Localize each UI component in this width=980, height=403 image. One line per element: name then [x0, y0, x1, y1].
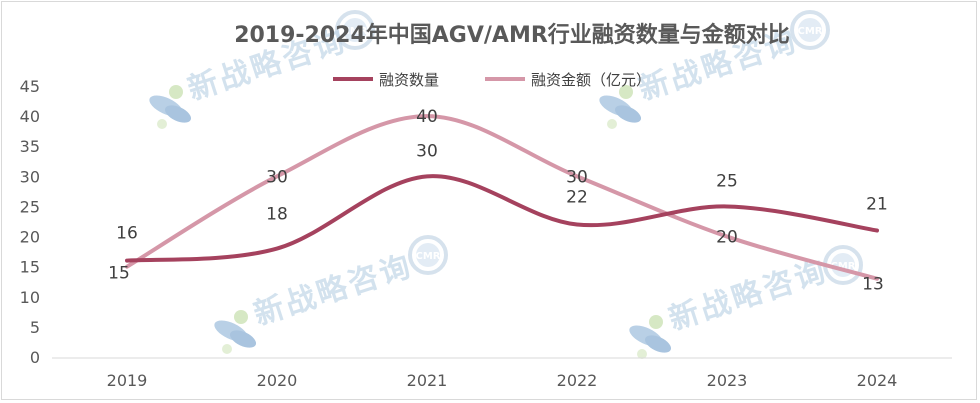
data-label-series-1: 18	[266, 205, 288, 225]
y-tick-label: 30	[20, 167, 40, 186]
y-tick-label: 45	[20, 77, 40, 96]
watermark-logo-icon	[149, 85, 192, 129]
legend: 融资数量 融资金额（亿元）	[333, 71, 651, 89]
data-label-series-1: 21	[866, 195, 888, 215]
y-tick-label: 25	[20, 197, 40, 216]
cmr-badge-text: CMR	[831, 261, 856, 272]
series-line-1	[125, 174, 879, 263]
data-label-series-1: 16	[116, 224, 138, 244]
x-tick-label: 2020	[257, 371, 298, 390]
watermark-4: 新战略咨询	[629, 253, 833, 359]
x-tick-label: 2019	[107, 371, 148, 390]
y-tick-label: 20	[20, 228, 40, 247]
watermark-logo-icon	[599, 85, 642, 129]
y-tick-label: 0	[30, 348, 40, 367]
cmr-badge-icon: CMR	[790, 10, 830, 50]
cmr-badge-text: CMR	[343, 26, 368, 37]
watermark-logo-icon	[629, 315, 672, 359]
data-label-series-1: 25	[716, 171, 738, 191]
x-tick-label: 2024	[857, 371, 898, 390]
y-tick-label: 10	[20, 288, 40, 307]
y-tick-label: 15	[20, 258, 40, 277]
watermark-text: 新战略咨询	[665, 253, 833, 337]
data-label-series-2: 30	[566, 167, 588, 187]
series-line-2	[125, 114, 879, 281]
legend-label: 融资金额（亿元）	[531, 71, 651, 89]
cmr-badge-text: CMR	[416, 251, 441, 262]
watermark-logo-icon	[214, 310, 257, 354]
y-tick-label: 35	[20, 137, 40, 156]
data-label-series-2: 30	[266, 167, 288, 187]
cmr-badge-icon: CMR	[335, 10, 375, 50]
data-label-series-2: 20	[716, 228, 738, 248]
x-tick-label: 2022	[557, 371, 598, 390]
data-label-series-2: 13	[862, 275, 884, 295]
x-tick-label: 2021	[407, 371, 448, 390]
cmr-badge-text: CMR	[798, 26, 823, 37]
watermark-text: 新战略咨询	[250, 248, 418, 332]
legend-label: 融资数量	[379, 71, 439, 89]
legend-item-2: 融资金额（亿元）	[485, 71, 651, 89]
y-axis: 0 5 10 15 20 25 30 35 40 45	[20, 77, 40, 367]
y-tick-label: 40	[20, 107, 40, 126]
series-layer	[125, 114, 879, 281]
data-label-series-1: 30	[416, 141, 438, 161]
x-tick-label: 2023	[707, 371, 748, 390]
data-label-series-2: 15	[108, 264, 130, 284]
data-label-series-2: 40	[416, 107, 438, 127]
data-label-series-1: 22	[566, 188, 588, 208]
legend-item-1: 融资数量	[333, 71, 439, 89]
y-tick-label: 5	[30, 318, 40, 337]
x-axis: 2019 2020 2021 2022 2023 2024	[52, 357, 952, 390]
watermark-3: 新战略咨询	[214, 248, 418, 354]
cmr-badge-icon: CMR	[408, 235, 448, 275]
chart-title: 2019-2024年中国AGV/AMR行业融资数量与金额对比	[234, 22, 790, 48]
